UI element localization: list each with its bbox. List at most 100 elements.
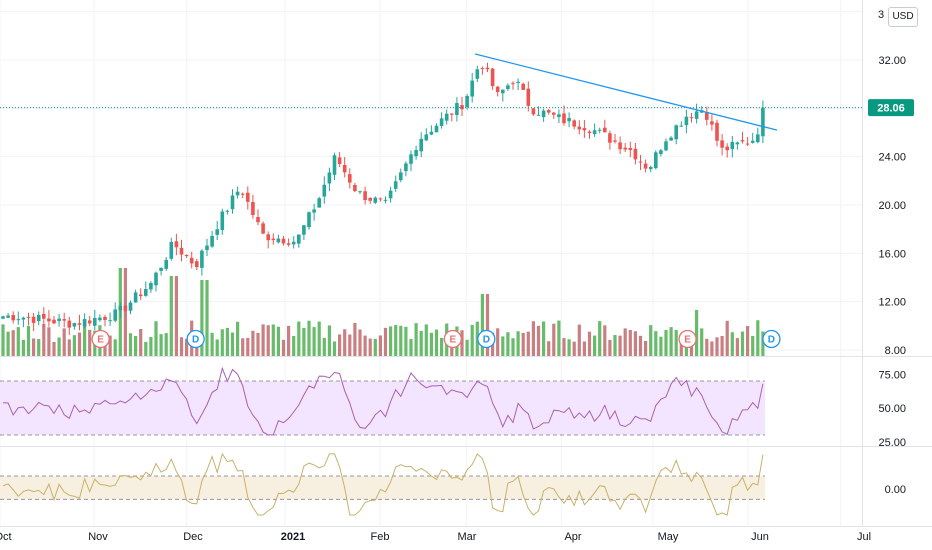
candle-body	[516, 81, 520, 83]
candle-body	[409, 154, 413, 164]
volume-bar	[710, 341, 714, 356]
earnings-marker[interactable]: E	[91, 329, 110, 349]
volume-bar	[230, 332, 235, 356]
candle-body	[271, 238, 276, 241]
event-marker-label: D	[192, 335, 199, 346]
currency-button[interactable]: USD	[888, 7, 918, 27]
volume-bar	[751, 335, 755, 356]
candle-body	[179, 247, 184, 255]
volume-bar	[623, 328, 627, 356]
volume-bar	[241, 338, 245, 356]
candle-body	[623, 147, 627, 150]
volume-bar	[83, 322, 87, 356]
candle-body	[358, 191, 362, 193]
volume-bar	[26, 325, 31, 356]
candle-body	[628, 148, 633, 151]
volume-bar	[613, 335, 617, 356]
volume-bar	[62, 328, 66, 356]
candle-body	[67, 320, 72, 328]
volume-bar	[659, 336, 663, 356]
candle-body	[490, 68, 495, 87]
candle-body	[307, 212, 311, 228]
event-marker-circle	[186, 329, 205, 349]
volume-bar	[358, 329, 362, 356]
dividend-marker[interactable]: D	[477, 329, 496, 349]
grid-lines	[0, 0, 862, 526]
candle-body	[363, 191, 367, 201]
candle-body	[93, 317, 97, 326]
volume-bar	[429, 332, 433, 356]
candle-body	[261, 223, 265, 234]
volume-bar	[88, 329, 92, 356]
candle-body	[138, 294, 143, 297]
volume-bar	[552, 323, 556, 356]
candle-body	[332, 155, 337, 175]
candle-body	[577, 126, 582, 130]
candle-body	[281, 238, 286, 244]
candle-body	[72, 323, 77, 327]
candle-body	[200, 250, 204, 268]
volume-bar	[236, 321, 240, 356]
volume-bar	[434, 329, 439, 356]
rsi-tick-label: 50.00	[878, 403, 906, 415]
candle-body	[21, 317, 26, 320]
volume-bar	[276, 326, 280, 356]
candle-body	[567, 118, 571, 122]
time-tick-label: Mar	[458, 531, 477, 543]
volume-bar	[598, 321, 602, 356]
candle-body	[240, 193, 245, 195]
volume-bar	[419, 330, 423, 356]
candle-body	[210, 235, 214, 247]
rsi-tick-label: 75.00	[878, 369, 906, 381]
candle-body	[235, 191, 240, 196]
volume-bar	[470, 324, 474, 356]
candle-body	[128, 302, 133, 311]
candle-body	[582, 128, 587, 131]
candle-body	[154, 272, 158, 286]
trendline-group[interactable]	[474, 53, 778, 131]
volume-bar	[373, 338, 377, 356]
candle-body	[705, 112, 709, 120]
rsi-line-group	[2, 366, 764, 436]
volume-bar	[679, 336, 683, 356]
time-tick-label: Oct	[0, 531, 12, 543]
volume-bar	[332, 341, 337, 356]
price-axis[interactable]: 8.0012.0016.0020.0024.0028.0032.00325.00…	[878, 9, 906, 496]
volume-bar	[164, 333, 168, 356]
volume-bar	[536, 325, 541, 356]
volume-bar	[179, 337, 184, 356]
volume-bar	[185, 338, 189, 356]
earnings-marker[interactable]: E	[678, 329, 697, 349]
candle-body	[98, 317, 102, 321]
volume-bar	[399, 325, 403, 356]
volume-bar	[649, 325, 653, 356]
price-tick-label-partial: 3	[878, 9, 884, 21]
volume-bar	[603, 325, 607, 356]
candle-body	[618, 142, 622, 150]
volume-bar	[210, 332, 214, 356]
candle-body	[246, 192, 250, 202]
time-axis[interactable]: Oct Nov Dec 2021 Feb Mar Apr May Jun Jul	[0, 531, 871, 543]
volume-bar	[1, 324, 5, 356]
volume-bar	[225, 327, 229, 356]
candle-body	[159, 267, 163, 271]
candle-body	[439, 118, 444, 126]
dividend-marker[interactable]: D	[186, 329, 205, 349]
volume-bar	[343, 329, 347, 356]
candle-body	[189, 257, 194, 264]
earnings-marker[interactable]: E	[443, 329, 462, 349]
time-tick-label: Jul	[857, 531, 871, 543]
candle-body	[11, 315, 15, 321]
volume-bar	[705, 338, 709, 356]
volume-bar	[480, 294, 484, 356]
candle-body	[215, 229, 219, 235]
candle-body	[113, 309, 117, 321]
volume-bar	[593, 335, 597, 356]
time-tick-label: Nov	[88, 531, 108, 543]
volume-bar	[756, 320, 760, 356]
candle-body	[419, 138, 423, 152]
volume-bar	[281, 339, 286, 356]
dividend-marker[interactable]: D	[762, 329, 781, 349]
